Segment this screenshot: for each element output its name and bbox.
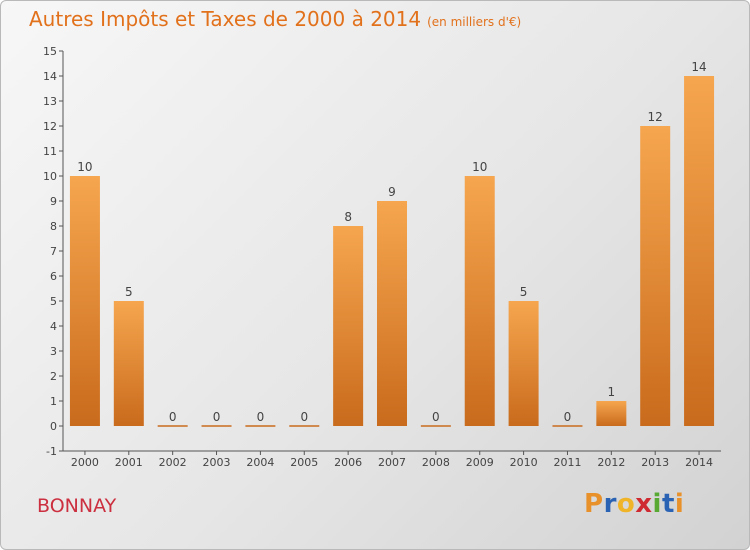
y-tick-label: 12 bbox=[43, 120, 57, 133]
y-tick-label: 5 bbox=[50, 295, 57, 308]
x-tick-label: 2003 bbox=[203, 456, 231, 469]
y-tick-label: 14 bbox=[43, 70, 57, 83]
bar bbox=[552, 425, 583, 427]
bar-value-label: 1 bbox=[608, 385, 616, 399]
bar bbox=[69, 176, 100, 426]
bar-value-label: 9 bbox=[388, 185, 396, 199]
logo-letter: x bbox=[635, 489, 653, 519]
y-tick-label: 11 bbox=[43, 145, 57, 158]
bar bbox=[201, 425, 232, 427]
bar-value-label: 8 bbox=[344, 210, 352, 224]
x-tick-label: 2001 bbox=[115, 456, 143, 469]
bar-value-label: 10 bbox=[77, 160, 92, 174]
bar-value-label: 0 bbox=[432, 410, 440, 424]
logo-letter: i bbox=[652, 489, 662, 519]
logo-letter: o bbox=[616, 489, 636, 519]
x-tick-label: 2006 bbox=[334, 456, 362, 469]
y-tick-label: 10 bbox=[43, 170, 57, 183]
x-tick-label: 2000 bbox=[71, 456, 99, 469]
bar bbox=[684, 76, 715, 426]
bar-value-label: 0 bbox=[257, 410, 265, 424]
bar bbox=[245, 425, 276, 427]
x-tick-label: 2014 bbox=[685, 456, 713, 469]
bar-value-label: 0 bbox=[564, 410, 572, 424]
y-tick-label: 2 bbox=[50, 370, 57, 383]
y-tick-label: -1 bbox=[46, 445, 57, 458]
x-tick-label: 2012 bbox=[597, 456, 625, 469]
chart-title: Autres Impôts et Taxes de 2000 à 2014 (en… bbox=[29, 7, 521, 31]
y-tick-label: 8 bbox=[50, 220, 57, 233]
x-tick-label: 2008 bbox=[422, 456, 450, 469]
y-tick-label: 7 bbox=[50, 245, 57, 258]
bar-value-label: 5 bbox=[520, 285, 528, 299]
chart-unit: (en milliers d'€) bbox=[427, 15, 522, 29]
bar bbox=[333, 226, 364, 426]
bar-value-label: 14 bbox=[691, 60, 706, 74]
x-tick-label: 2002 bbox=[159, 456, 187, 469]
bar bbox=[508, 301, 539, 426]
y-tick-label: 15 bbox=[43, 45, 57, 58]
y-tick-label: 13 bbox=[43, 95, 57, 108]
bar bbox=[464, 176, 495, 426]
x-tick-label: 2004 bbox=[246, 456, 274, 469]
y-tick-label: 6 bbox=[50, 270, 57, 283]
y-tick-label: 0 bbox=[50, 420, 57, 433]
chart-title-text: Autres Impôts et Taxes de 2000 à 2014 bbox=[29, 7, 422, 31]
bar bbox=[157, 425, 188, 427]
y-tick-label: 9 bbox=[50, 195, 57, 208]
bar-value-label: 0 bbox=[169, 410, 177, 424]
logo-letter: i bbox=[674, 489, 685, 519]
x-tick-label: 2010 bbox=[510, 456, 538, 469]
x-tick-label: 2011 bbox=[553, 456, 581, 469]
bar-value-label: 12 bbox=[648, 110, 663, 124]
x-tick-label: 2005 bbox=[290, 456, 318, 469]
bar bbox=[640, 126, 671, 426]
bar bbox=[596, 401, 627, 426]
bar-value-label: 5 bbox=[125, 285, 133, 299]
y-tick-label: 3 bbox=[50, 345, 57, 358]
bar-value-label: 10 bbox=[472, 160, 487, 174]
proxiti-logo: Proxiti bbox=[584, 489, 684, 519]
logo-letter: P bbox=[584, 489, 604, 519]
logo-letter: t bbox=[661, 489, 675, 519]
bar-value-label: 0 bbox=[213, 410, 221, 424]
x-tick-label: 2013 bbox=[641, 456, 669, 469]
logo-letter: r bbox=[603, 489, 617, 519]
y-tick-label: 1 bbox=[50, 395, 57, 408]
y-tick-label: 4 bbox=[50, 320, 57, 333]
x-tick-label: 2007 bbox=[378, 456, 406, 469]
x-tick-label: 2009 bbox=[466, 456, 494, 469]
bar bbox=[289, 425, 320, 427]
bar bbox=[377, 201, 407, 426]
bar-value-label: 0 bbox=[300, 410, 308, 424]
commune-name: BONNAY bbox=[37, 495, 117, 517]
bar bbox=[113, 301, 144, 426]
bar bbox=[420, 425, 451, 427]
